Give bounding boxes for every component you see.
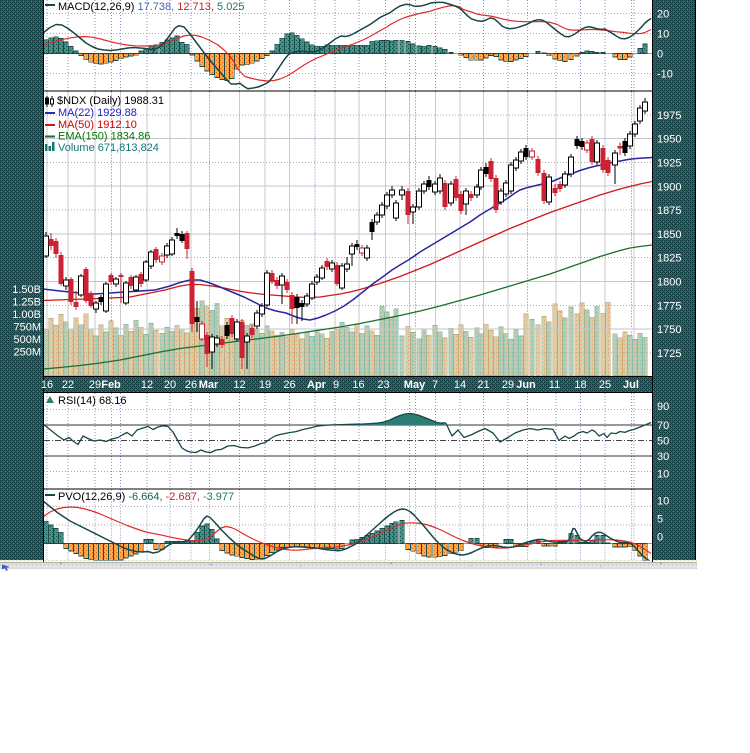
svg-text:90: 90: [657, 401, 669, 413]
svg-text:29: 29: [502, 379, 514, 391]
svg-text:14: 14: [454, 379, 466, 391]
svg-text:22: 22: [62, 379, 74, 391]
svg-text:RSI(14) 68.16: RSI(14) 68.16: [58, 395, 126, 407]
svg-text:MACD(12,26,9) 17.738, 12.713,: MACD(12,26,9) 17.738, 12.713, 5.025: [58, 1, 245, 13]
svg-text:1950: 1950: [657, 134, 681, 146]
svg-text:Feb: Feb: [101, 379, 121, 391]
svg-text:7: 7: [432, 379, 438, 391]
svg-text:1800: 1800: [657, 277, 681, 289]
svg-text:MA(50) 1912.10: MA(50) 1912.10: [58, 119, 137, 131]
svg-text:750M: 750M: [13, 322, 41, 334]
svg-text:Jun: Jun: [516, 379, 536, 391]
svg-text:May: May: [404, 379, 426, 391]
svg-text:1725: 1725: [657, 348, 681, 360]
svg-text:MA(22) 1929.88: MA(22) 1929.88: [58, 107, 137, 119]
svg-text:20: 20: [657, 9, 669, 21]
svg-text:1875: 1875: [657, 205, 681, 217]
svg-text:1750: 1750: [657, 324, 681, 336]
svg-text:21: 21: [477, 379, 489, 391]
svg-text:50: 50: [657, 436, 669, 448]
svg-text:16: 16: [352, 379, 364, 391]
svg-text:0: 0: [657, 532, 663, 544]
svg-text:10: 10: [657, 29, 669, 41]
svg-text:12: 12: [233, 379, 245, 391]
svg-text:1775: 1775: [657, 300, 681, 312]
svg-text:19: 19: [259, 379, 271, 391]
svg-text:1850: 1850: [657, 229, 681, 241]
svg-text:1975: 1975: [657, 110, 681, 122]
svg-text:10: 10: [657, 496, 669, 508]
svg-text:1925: 1925: [657, 157, 681, 169]
svg-text:EMA(150) 1834.86: EMA(150) 1834.86: [58, 131, 150, 143]
svg-text:PVO(12,26,9) -6.664, -2.687, -: PVO(12,26,9) -6.664, -2.687, -3.977: [58, 491, 234, 503]
svg-text:1.25B: 1.25B: [12, 297, 41, 309]
svg-text:$NDX (Daily) 1988.31: $NDX (Daily) 1988.31: [57, 95, 164, 107]
svg-text:12: 12: [141, 379, 153, 391]
svg-text:500M: 500M: [13, 334, 41, 346]
svg-text:26: 26: [185, 379, 197, 391]
svg-text:30: 30: [657, 451, 669, 463]
svg-text:1.50B: 1.50B: [12, 284, 41, 296]
svg-text:25: 25: [599, 379, 611, 391]
svg-text:1900: 1900: [657, 181, 681, 193]
svg-text:1.00B: 1.00B: [12, 309, 41, 321]
svg-text:-10: -10: [657, 69, 673, 81]
svg-text:18: 18: [574, 379, 586, 391]
svg-text:70: 70: [657, 420, 669, 432]
svg-text:Jul: Jul: [623, 379, 639, 391]
svg-text:Apr: Apr: [307, 379, 327, 391]
svg-text:250M: 250M: [13, 347, 41, 359]
svg-text:20: 20: [164, 379, 176, 391]
svg-text:11: 11: [549, 379, 560, 391]
svg-text:1825: 1825: [657, 253, 681, 265]
svg-text:9: 9: [333, 379, 339, 391]
svg-text:5: 5: [657, 514, 663, 526]
svg-text:26: 26: [283, 379, 295, 391]
svg-text:Mar: Mar: [199, 379, 219, 391]
svg-text:0: 0: [657, 49, 663, 61]
svg-text:29: 29: [89, 379, 101, 391]
svg-text:Volume 671,813,824: Volume 671,813,824: [58, 142, 159, 154]
svg-text:16: 16: [41, 379, 53, 391]
svg-text:10: 10: [657, 469, 669, 481]
svg-text:23: 23: [377, 379, 389, 391]
